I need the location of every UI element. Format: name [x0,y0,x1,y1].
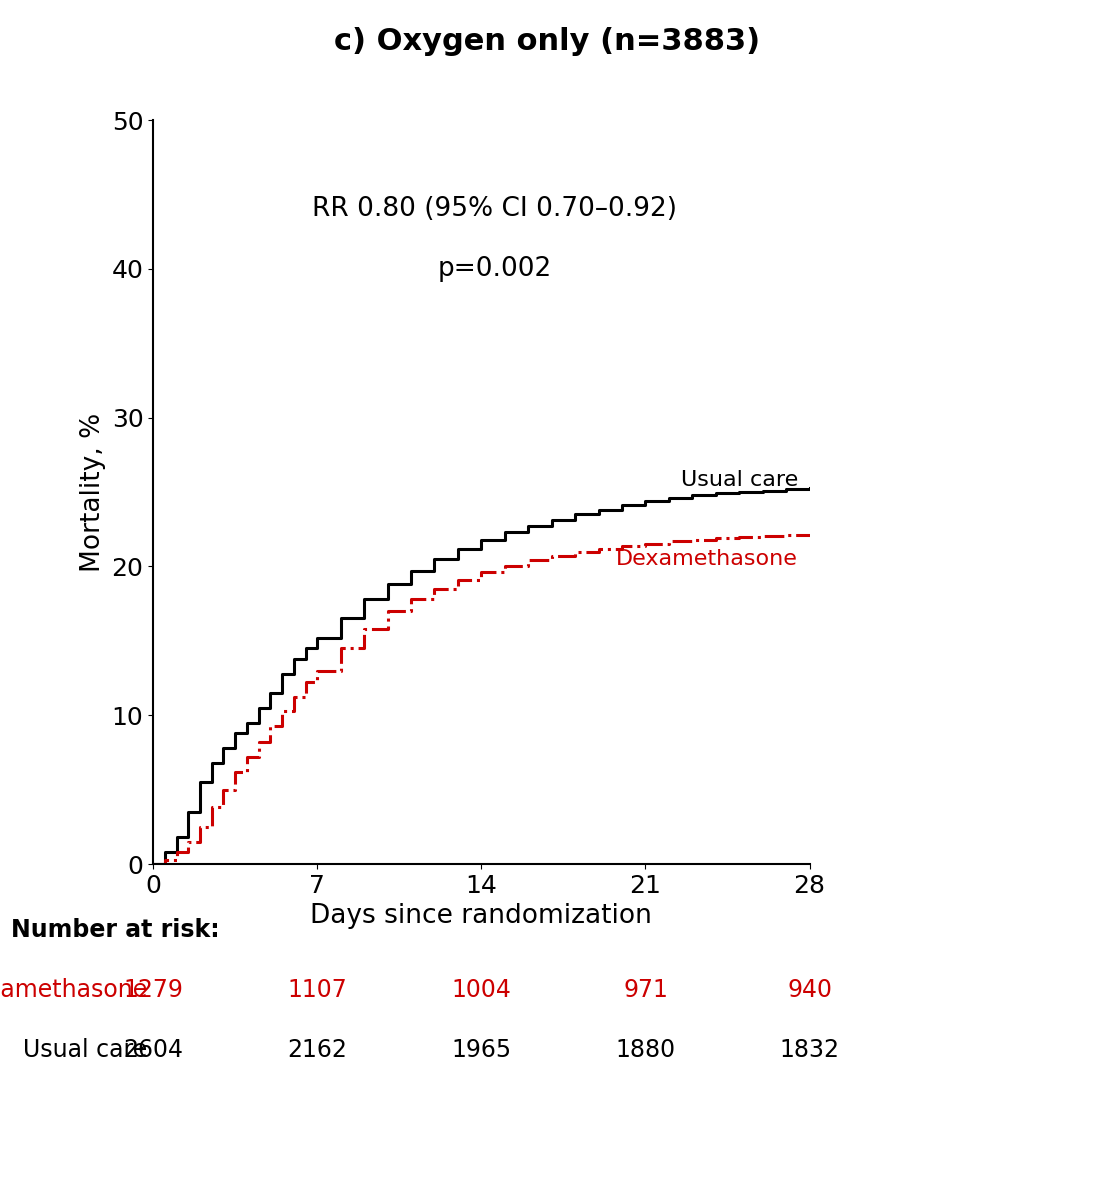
Text: 1279: 1279 [124,978,183,1002]
Text: 1880: 1880 [616,1038,675,1062]
Text: 940: 940 [787,978,833,1002]
Text: Usual care: Usual care [680,470,798,490]
Text: 1107: 1107 [288,978,347,1002]
Text: 971: 971 [622,978,668,1002]
Text: 2162: 2162 [288,1038,347,1062]
Text: 2604: 2604 [124,1038,183,1062]
Text: c) Oxygen only (n=3883): c) Oxygen only (n=3883) [334,28,760,56]
Text: Number at risk:: Number at risk: [11,918,220,942]
Text: RR 0.80 (95% CI 0.70–0.92): RR 0.80 (95% CI 0.70–0.92) [312,197,677,222]
Y-axis label: Mortality, %: Mortality, % [80,413,106,571]
Text: 1832: 1832 [780,1038,839,1062]
Text: 1004: 1004 [452,978,511,1002]
Text: p=0.002: p=0.002 [438,256,551,282]
Text: Dexamethasone: Dexamethasone [0,978,148,1002]
X-axis label: Days since randomization: Days since randomization [311,904,652,929]
Text: 1965: 1965 [452,1038,511,1062]
Text: Usual care: Usual care [23,1038,148,1062]
Text: Dexamethasone: Dexamethasone [616,548,798,569]
